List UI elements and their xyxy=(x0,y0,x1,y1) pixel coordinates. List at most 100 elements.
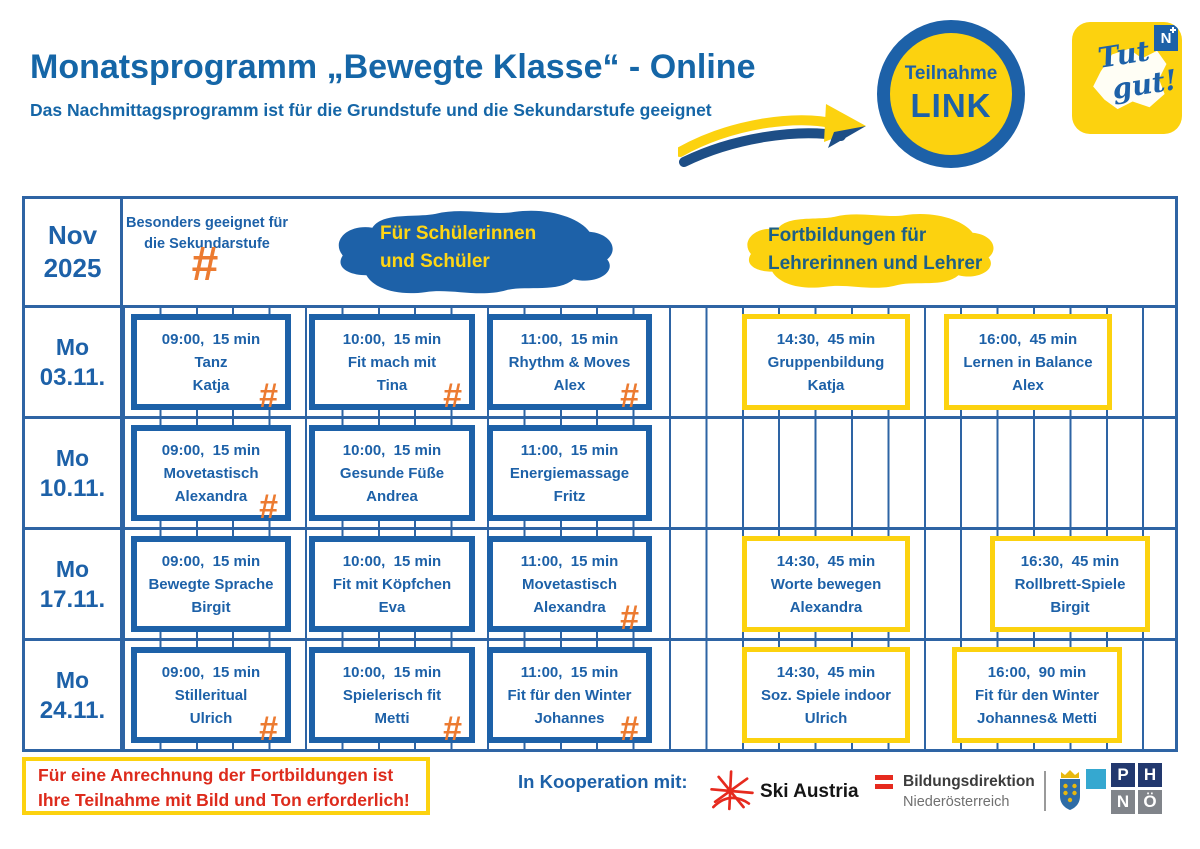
table-header-row: Nov 2025 Besonders geeignet für die Seku… xyxy=(25,199,1175,305)
session-host: Katja xyxy=(192,376,230,394)
session-host: Alexandra xyxy=(789,598,863,616)
sessions-cell: 09:00, 15 min Stilleritual Ulrich # 10:0… xyxy=(123,641,1175,749)
session-host: Alex xyxy=(553,376,586,394)
hash-icon: # xyxy=(259,710,278,748)
session-title: Worte bewegen xyxy=(770,575,882,593)
session-time: 11:00, 15 min xyxy=(520,330,619,348)
session-host: Birgit xyxy=(1050,598,1090,616)
session-card: 09:00, 15 min Stilleritual Ulrich # xyxy=(131,647,291,748)
session-card: 14:30, 45 min Worte bewegen Alexandra xyxy=(742,536,910,632)
paint-blob-icon xyxy=(747,213,994,288)
teilnahme-link-badge[interactable]: Teilnahme LINK xyxy=(877,20,1025,168)
session-title: Gesunde Füße xyxy=(339,464,445,482)
hash-icon: # xyxy=(259,488,278,526)
session-title: Soz. Spiele indoor xyxy=(760,686,891,704)
session-time: 10:00, 15 min xyxy=(342,552,442,570)
session-title: Rhythm & Moves xyxy=(508,353,631,371)
session-title: Fit für den Winter xyxy=(507,686,632,704)
session-time: 14:30, 45 min xyxy=(776,552,876,570)
date-cell: Mo 17.11. xyxy=(25,530,123,638)
session-card: 09:00, 15 min Bewegte Sprache Birgit xyxy=(131,536,291,632)
session-card: 11:00, 15 min Fit für den Winter Johanne… xyxy=(487,647,652,746)
session-card: 10:00, 15 min Gesunde Füße Andrea xyxy=(309,425,475,521)
session-host: Alexandra xyxy=(174,487,248,505)
page-subtitle: Das Nachmittagsprogramm ist für die Grun… xyxy=(30,100,712,120)
date-cell: Mo 24.11. xyxy=(25,641,123,749)
hash-icon: # xyxy=(191,238,219,291)
day-label: Mo xyxy=(55,333,90,360)
session-host: Ulrich xyxy=(189,709,233,727)
session-card: 11:00, 15 min Energiemassage Fritz xyxy=(487,425,652,521)
session-card: 14:30, 45 min Gruppenbildung Katja xyxy=(742,314,910,410)
session-time: 11:00, 15 min xyxy=(520,441,619,459)
ph-noe-letter-square: P xyxy=(1111,763,1135,787)
session-title: Gruppenbildung xyxy=(767,353,885,371)
noe-flag-icon: N xyxy=(1154,25,1178,51)
session-time: 11:00, 15 min xyxy=(520,663,619,681)
date-cell: Mo 10.11. xyxy=(25,419,123,527)
session-host: Andrea xyxy=(366,487,418,505)
ph-noe-letter-square: H xyxy=(1138,763,1162,787)
session-card: 10:00, 15 min Fit mach mit Tina # xyxy=(309,314,475,413)
day-label: Mo xyxy=(55,444,90,471)
noe-coat-of-arms-icon xyxy=(1059,770,1080,810)
credit-notice: Für eine Anrechnung der Fortbildungen is… xyxy=(22,757,430,815)
session-host: Ulrich xyxy=(804,709,848,727)
hash-icon: # xyxy=(443,710,462,748)
session-host: Tina xyxy=(376,376,408,394)
session-time: 09:00, 15 min xyxy=(161,330,261,348)
session-time: 16:00, 90 min xyxy=(987,663,1087,681)
session-title: Movetastisch xyxy=(163,464,259,482)
session-title: Rollbrett-Spiele xyxy=(1014,575,1126,593)
session-host: Johannes& Metti xyxy=(976,709,1097,727)
session-card: 11:00, 15 min Rhythm & Moves Alex # xyxy=(487,314,652,413)
session-time: 14:30, 45 min xyxy=(776,663,876,681)
teachers-legend-blob: Fortbildungen für Lehrerinnen und Lehrer xyxy=(735,208,1001,292)
ski-austria-logo: Ski Austria xyxy=(708,766,859,818)
date-label: 10.11. xyxy=(39,474,106,502)
link-badge-main-label: LINK xyxy=(910,87,992,124)
session-card: 09:00, 15 min Movetastisch Alexandra # xyxy=(131,425,291,526)
session-card: 16:00, 45 min Lernen in Balance Alex xyxy=(944,314,1112,410)
session-title: Stilleritual xyxy=(174,686,248,704)
month-year: 2025 xyxy=(43,253,102,283)
ph-noe-accent-square xyxy=(1086,769,1106,789)
session-host: Alex xyxy=(1012,376,1044,394)
session-host: Johannes xyxy=(534,709,605,727)
session-card: 10:00, 15 min Spielerisch fit Metti # xyxy=(309,647,475,748)
date-label: 03.11. xyxy=(39,363,106,391)
students-legend-blob: Für Schülerinnen und Schüler xyxy=(325,204,621,298)
session-card: 16:00, 90 min Fit für den Winter Johanne… xyxy=(952,647,1122,743)
bildungsdirektion-logo: Bildungsdirektion Niederösterreich xyxy=(875,770,1085,812)
legend-cell: Besonders geeignet für die Sekundarstufe… xyxy=(123,199,1175,305)
session-host: Birgit xyxy=(191,598,231,616)
session-title: Energiemassage xyxy=(509,464,630,482)
session-time: 09:00, 15 min xyxy=(161,552,261,570)
date-label: 24.11. xyxy=(39,696,106,724)
table-row: Mo 10.11. 09:00, 15 min Movetastisch Ale… xyxy=(25,416,1175,527)
sessions-cell: 09:00, 15 min Movetastisch Alexandra # 1… xyxy=(123,419,1175,527)
session-card: 09:00, 15 min Tanz Katja # xyxy=(131,314,291,415)
session-time: 10:00, 15 min xyxy=(342,663,442,681)
tut-gut-logo: Tut gut! N xyxy=(1072,22,1182,134)
program-table: Nov 2025 Besonders geeignet für die Seku… xyxy=(22,196,1178,752)
date-cell: Mo 03.11. xyxy=(25,308,123,416)
session-card: 11:00, 15 min Movetastisch Alexandra # xyxy=(487,536,652,635)
session-title: Tanz xyxy=(194,353,228,371)
austria-flag-icon xyxy=(875,775,893,793)
session-title: Bewegte Sprache xyxy=(148,575,274,593)
teachers-legend-label: Fortbildungen für Lehrerinnen und Lehrer xyxy=(768,225,983,274)
session-time: 10:00, 15 min xyxy=(342,441,442,459)
ph-noe-letter-square: N xyxy=(1111,790,1135,814)
table-row: Mo 17.11. 09:00, 15 min Bewegte Sprache … xyxy=(25,527,1175,638)
ph-noe-letter-square: Ö xyxy=(1138,790,1162,814)
session-host: Metti xyxy=(374,709,410,727)
session-title: Lernen in Balance xyxy=(963,353,1093,371)
session-title: Movetastisch xyxy=(521,575,618,593)
bildungsdirektion-label: Bildungsdirektion Niederösterreich xyxy=(903,772,1035,810)
session-title: Spielerisch fit xyxy=(342,686,442,704)
session-title: Fit für den Winter xyxy=(974,686,1100,704)
paint-blob-icon xyxy=(338,210,613,294)
day-label: Mo xyxy=(55,555,90,582)
hash-icon: # xyxy=(259,377,278,415)
